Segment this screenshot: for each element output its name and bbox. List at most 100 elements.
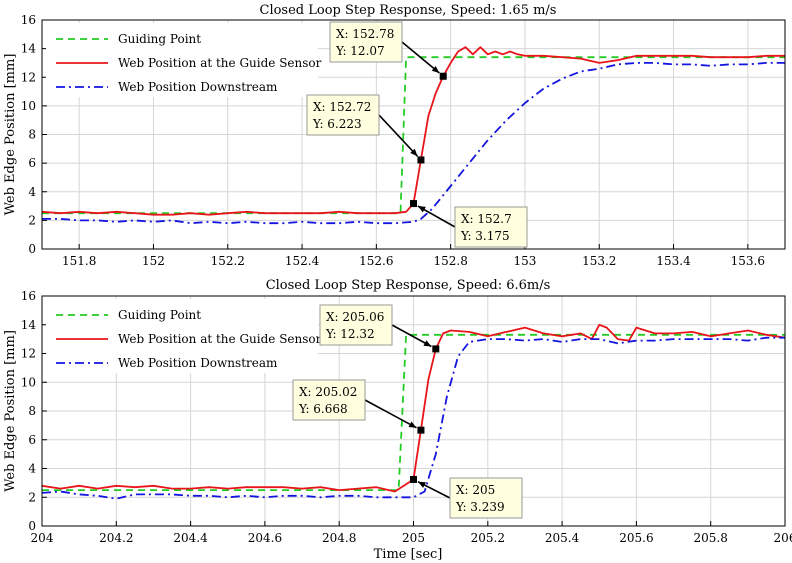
- data-tip-x: X: 152.72: [313, 100, 371, 114]
- legend: Guiding Point Web Position at the Guide S…: [46, 23, 322, 97]
- legend: Guiding Point Web Position at the Guide S…: [46, 299, 322, 373]
- data-tip-box: [449, 477, 523, 519]
- chart-bottom: Closed Loop Step Response, Speed: 6.6m/s…: [3, 278, 792, 562]
- data-tip-marker: [439, 72, 447, 80]
- x-tick-label: 205: [402, 531, 425, 545]
- data-tip-arrowhead: [431, 65, 440, 74]
- x-tick-label: 205.2: [471, 531, 505, 545]
- x-tick-label: 153: [513, 254, 536, 268]
- data-tips: X: 152.7 Y: 3.175 X: 152.72 Y: 6.223 X: 152.…: [306, 21, 528, 248]
- data-tips: X: 205 Y: 3.239 X: 205.02 Y: 6.668 X: 205.06…: [292, 304, 523, 519]
- data-tip-arrow: [391, 324, 432, 348]
- legend-label: Web Position Downstream: [118, 80, 278, 94]
- x-tick-label: 204.6: [248, 531, 282, 545]
- annotation-markers: [410, 72, 447, 208]
- data-tip-arrowhead: [423, 340, 432, 347]
- data-tip-x: X: 152.78: [336, 27, 394, 41]
- x-tick-label: 204.8: [322, 531, 356, 545]
- legend-box: [46, 299, 318, 373]
- chart-title: Closed Loop Step Response, Speed: 6.6m/s: [266, 278, 551, 293]
- x-tick-label: 152.4: [285, 254, 320, 268]
- y-axis-label: Web Edge Position [mm]: [3, 330, 18, 492]
- data-tip-box: [454, 206, 528, 248]
- data-tip-marker: [410, 200, 417, 208]
- x-tick-label: 152: [142, 254, 165, 268]
- annotation-markers: [410, 345, 440, 483]
- y-tick-label: 14: [21, 42, 37, 56]
- x-tick-label: 204: [31, 531, 54, 545]
- data-tip-arrow: [364, 399, 417, 429]
- data-tip-marker: [432, 345, 440, 353]
- data-tip-box: [306, 94, 380, 136]
- y-tick-label: 2: [28, 490, 36, 504]
- x-tick-label: 204.4: [173, 531, 208, 545]
- y-tick-label: 10: [21, 375, 36, 389]
- x-tick-label: 153.2: [582, 254, 616, 268]
- y-tick-label: 4: [28, 185, 36, 199]
- legend-label: Web Position Downstream: [118, 356, 278, 370]
- x-tick-label: 152.6: [359, 254, 393, 268]
- x-tick-label: 205.8: [694, 531, 728, 545]
- y-tick-label: 16: [21, 289, 36, 303]
- x-axis-ticks: 151.8 152 152.2 152.4 152.6 152.8 153 153.2 153.…: [62, 244, 765, 268]
- y-tick-label: 10: [21, 99, 36, 113]
- y-axis-label: Web Edge Position [mm]: [3, 54, 18, 216]
- legend-label: Web Position at the Guide Sensor: [118, 56, 322, 70]
- series-line: [41, 336, 785, 500]
- data-tip-y: Y: 12.07: [335, 44, 385, 58]
- y-axis-ticks: 0 2 4 6 8 10 12 14 16: [21, 13, 47, 256]
- y-tick-label: 16: [21, 13, 36, 27]
- data-tip-box: [329, 21, 403, 63]
- data-tip-x: X: 205: [456, 483, 495, 497]
- legend-box: [46, 23, 318, 97]
- data-tip-arrowhead: [417, 481, 426, 488]
- x-tick-label: 153.6: [731, 254, 765, 268]
- y-tick-label: 2: [28, 213, 36, 227]
- x-axis-label: Time [sec]: [374, 547, 443, 562]
- data-tip-arrowhead: [417, 206, 426, 213]
- legend-label: Web Position at the Guide Sensor: [118, 332, 322, 346]
- legend-label: Guiding Point: [118, 32, 201, 46]
- data-tip-marker: [417, 156, 425, 164]
- x-tick-label: 152.8: [433, 254, 467, 268]
- legend-label: Guiding Point: [118, 308, 201, 322]
- data-tip-marker: [410, 475, 417, 483]
- data-tip-marker: [417, 426, 425, 434]
- y-axis-ticks: 0 2 4 6 8 10 12 14 16: [21, 289, 47, 533]
- data-tip-x: X: 205.06: [326, 310, 384, 324]
- y-tick-label: 8: [28, 128, 36, 142]
- series-layer: [41, 323, 786, 500]
- y-tick-label: 8: [28, 404, 36, 418]
- data-tip-y: Y: 6.668: [298, 402, 348, 416]
- y-tick-label: 0: [28, 242, 36, 256]
- data-tip-box: [319, 304, 393, 346]
- y-tick-label: 12: [21, 70, 36, 84]
- data-tip-x: X: 205.02: [299, 385, 357, 399]
- y-tick-label: 12: [21, 347, 36, 361]
- chart-top: Closed Loop Step Response, Speed: 1.65 m…: [3, 3, 786, 268]
- y-tick-label: 14: [21, 318, 37, 332]
- y-tick-label: 6: [28, 156, 36, 170]
- x-tick-label: 204.2: [99, 531, 133, 545]
- series-line: [42, 56, 785, 215]
- x-tick-label: 206: [774, 531, 792, 545]
- data-tip-arrow: [401, 41, 440, 74]
- series-line: [42, 62, 785, 225]
- y-tick-label: 0: [28, 519, 36, 533]
- data-tip-x: X: 152.7: [461, 212, 512, 226]
- y-tick-label: 4: [28, 462, 36, 476]
- data-tip-arrowhead: [408, 421, 417, 428]
- data-tip-y: Y: 6.223: [312, 117, 362, 131]
- x-tick-label: 151.8: [62, 254, 96, 268]
- data-tip-box: [292, 379, 366, 421]
- data-tip-arrow: [378, 114, 419, 157]
- x-tick-label: 205.6: [619, 531, 653, 545]
- x-tick-label: 152.2: [211, 254, 245, 268]
- x-tick-label: 153.4: [656, 254, 691, 268]
- data-tip-arrowhead: [410, 148, 418, 157]
- data-tip-y: Y: 3.239: [455, 500, 505, 514]
- data-tip-y: Y: 12.32: [325, 327, 375, 341]
- x-tick-label: 205.4: [545, 531, 580, 545]
- chart-title: Closed Loop Step Response, Speed: 1.65 m…: [260, 3, 557, 18]
